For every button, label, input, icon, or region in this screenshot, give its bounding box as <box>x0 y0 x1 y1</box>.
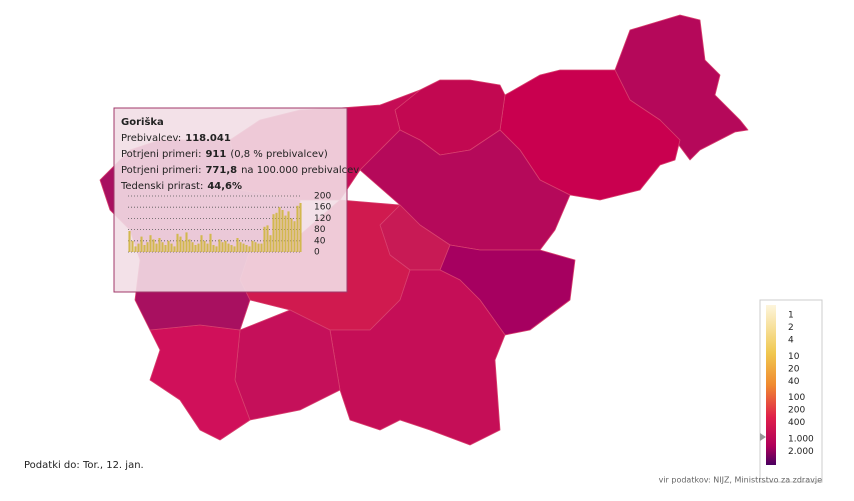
y-tick-label: 160 <box>314 203 331 213</box>
bar <box>278 207 281 252</box>
bar <box>260 243 263 252</box>
tooltip-note: (0,8 % prebivalcev) <box>230 149 328 160</box>
y-tick-label: 40 <box>314 236 326 246</box>
bar <box>128 231 131 252</box>
bar <box>248 246 251 252</box>
bar <box>236 238 239 252</box>
bar <box>299 203 302 252</box>
bar <box>266 225 269 252</box>
bar <box>281 210 284 252</box>
bar <box>167 240 170 252</box>
bar <box>134 246 137 252</box>
bar <box>146 242 149 252</box>
bar <box>227 243 230 252</box>
legend-pointer <box>760 433 766 441</box>
bar <box>251 240 254 252</box>
tooltip-value: 118.041 <box>185 133 231 144</box>
tooltip-label: Prebivalcev: <box>121 133 181 144</box>
bar <box>245 245 248 252</box>
bar <box>182 240 185 252</box>
bar <box>284 215 287 252</box>
tooltip-value: 771,8 <box>205 165 237 176</box>
legend <box>759 299 823 483</box>
bar <box>194 245 197 252</box>
bar <box>269 235 272 252</box>
bar <box>254 242 257 252</box>
tooltip-value: 44,6% <box>207 181 242 192</box>
bar <box>137 243 140 252</box>
legend-label: 2 <box>788 323 794 333</box>
legend-label: 10 <box>788 352 800 362</box>
legend-label: 20 <box>788 364 800 374</box>
bar <box>176 233 179 252</box>
bar <box>212 245 215 252</box>
bar <box>149 235 152 252</box>
region[interactable] <box>149 324 251 441</box>
bar <box>290 218 293 252</box>
bar <box>296 205 299 252</box>
legend-label: 400 <box>788 418 805 428</box>
bar <box>161 242 164 252</box>
bar <box>287 211 290 252</box>
bar <box>221 242 224 252</box>
tooltip-label: Potrjeni primeri: <box>121 165 201 176</box>
legend-label: 1.000 <box>788 434 814 444</box>
y-tick-label: 200 <box>314 192 331 202</box>
tooltip-title: Goriška <box>121 116 164 128</box>
tooltip-box <box>113 107 348 293</box>
bar <box>191 242 194 252</box>
bar <box>275 212 278 252</box>
bar <box>173 246 176 252</box>
bar <box>239 242 242 252</box>
legend-label: 2.000 <box>788 447 814 457</box>
bar <box>155 243 158 252</box>
bar <box>170 243 173 252</box>
y-tick-label: 0 <box>314 248 320 258</box>
bar <box>218 239 221 252</box>
bar <box>206 243 209 252</box>
bar <box>263 226 266 252</box>
bar <box>197 243 200 252</box>
bar <box>293 221 296 252</box>
legend-scale <box>766 305 776 465</box>
bar <box>158 238 161 252</box>
bar <box>131 240 134 252</box>
bar <box>143 245 146 252</box>
y-tick-label: 80 <box>314 225 326 235</box>
tooltip-note: na 100.000 prebivalcev <box>241 165 359 176</box>
bar <box>164 245 167 252</box>
bar <box>188 239 191 252</box>
legend-label: 1 <box>788 311 794 321</box>
bar <box>233 246 236 252</box>
bar <box>257 243 260 252</box>
bar <box>200 235 203 252</box>
bar <box>215 246 218 252</box>
bar <box>242 243 245 252</box>
bar <box>230 245 233 252</box>
bar <box>224 240 227 252</box>
tooltip-value: 911 <box>205 149 226 160</box>
footer-date: Podatki do: Tor., 12. jan. <box>24 460 144 471</box>
bar <box>140 236 143 252</box>
bar <box>272 214 275 252</box>
region[interactable] <box>329 269 506 446</box>
legend-label: 100 <box>788 393 805 403</box>
legend-label: 4 <box>788 336 794 346</box>
tooltip-label: Tedenski prirast: <box>120 181 203 192</box>
y-tick-label: 120 <box>314 214 331 224</box>
tooltip-label: Potrjeni primeri: <box>121 149 201 160</box>
bar <box>209 233 212 252</box>
legend-label: 200 <box>788 406 805 416</box>
bar <box>203 240 206 252</box>
footer-source: vir podatkov: NIJZ, Ministrstvo za zdrav… <box>659 476 822 485</box>
legend-label: 40 <box>788 377 800 387</box>
tooltip: Goriška Prebivalcev: 118.041 Potrjeni prim… <box>113 107 359 293</box>
bar <box>185 232 188 252</box>
bar <box>152 239 155 252</box>
bar <box>179 236 182 252</box>
